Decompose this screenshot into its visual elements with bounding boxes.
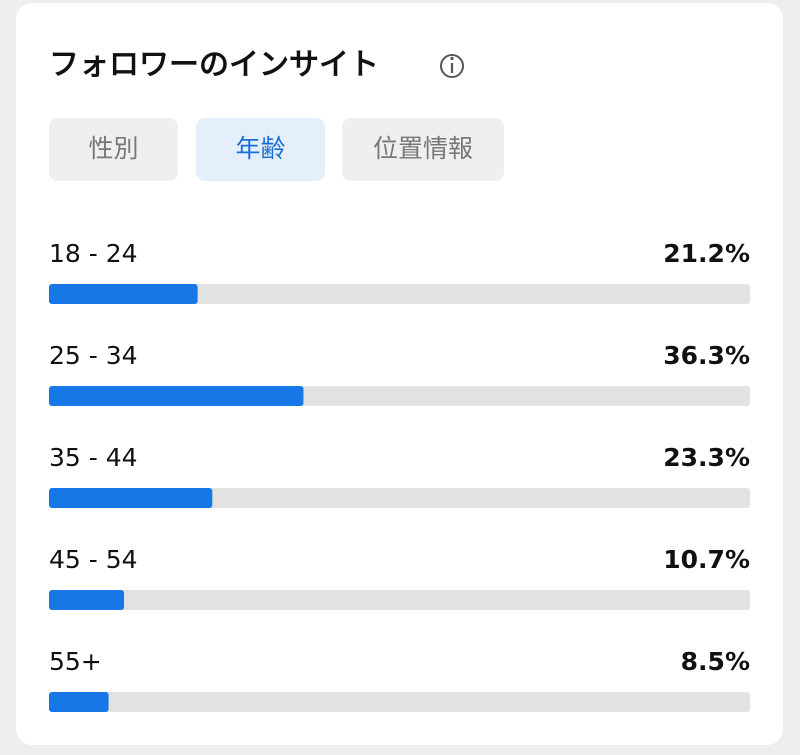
info-icon[interactable] xyxy=(440,54,464,78)
category-label: 25 - 34 xyxy=(49,341,138,370)
bar xyxy=(49,590,125,610)
category-label: 45 - 54 xyxy=(49,545,138,574)
category-label: 35 - 44 xyxy=(49,443,138,472)
title: フォロワーのインサイト xyxy=(49,48,379,83)
tab-label[interactable]: 性別 xyxy=(88,134,138,163)
tab-button[interactable] xyxy=(196,118,325,181)
bar xyxy=(49,488,213,508)
bar xyxy=(49,284,198,304)
category-label: 18 - 24 xyxy=(49,239,138,268)
bar xyxy=(49,692,109,712)
tab-button[interactable] xyxy=(49,118,178,181)
value-label: 36.3% xyxy=(663,341,750,370)
value-label: 21.2% xyxy=(663,239,750,268)
category-label: 55+ xyxy=(49,647,102,676)
value-label: 10.7% xyxy=(663,545,750,574)
tab-label[interactable]: 位置情報 xyxy=(373,134,473,163)
tab-label[interactable]: 年齢 xyxy=(235,134,285,163)
bar-track xyxy=(49,488,750,508)
value-label: 8.5% xyxy=(681,647,750,676)
card xyxy=(16,3,783,745)
bar-track xyxy=(49,692,750,712)
bar-track xyxy=(49,284,750,304)
tab-button[interactable] xyxy=(342,118,504,181)
value-label: 23.3% xyxy=(663,443,750,472)
bar xyxy=(49,386,304,406)
bar-track xyxy=(49,590,750,610)
